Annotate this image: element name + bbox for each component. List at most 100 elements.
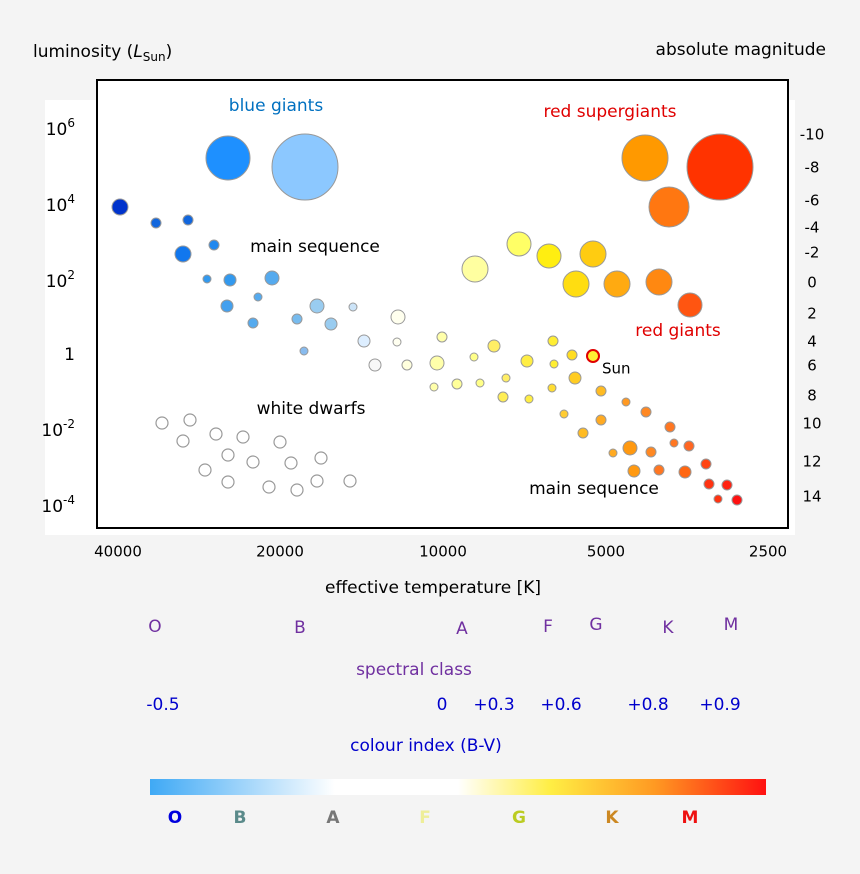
tick-base: 10 — [46, 272, 68, 292]
white-dwarf — [284, 456, 298, 470]
white-dwarf — [176, 434, 190, 448]
right-tick-label: 12 — [802, 453, 821, 471]
star — [579, 240, 607, 268]
right-tick-label: -4 — [805, 219, 820, 237]
spectral-class: A — [456, 619, 468, 639]
white-dwarf — [221, 448, 235, 462]
gradient-letter: F — [419, 808, 431, 828]
region-label: Sun — [602, 360, 631, 378]
star — [348, 302, 358, 312]
star — [469, 352, 479, 362]
right-tick-label: 2 — [807, 305, 817, 323]
y-tick-label: 10-4 — [41, 493, 75, 518]
star — [664, 421, 676, 433]
tick-base: 1 — [64, 345, 75, 365]
gradient-letter: K — [605, 808, 619, 828]
star — [700, 458, 712, 470]
star — [577, 427, 589, 439]
x-tick-label: 2500 — [749, 543, 787, 561]
x-tick-label: 10000 — [419, 543, 467, 561]
spectral-class: B — [294, 618, 306, 638]
star — [549, 359, 559, 369]
white-dwarf — [273, 435, 287, 449]
star — [182, 214, 194, 226]
star — [111, 198, 129, 216]
right-tick-label: -2 — [805, 244, 820, 262]
star — [536, 243, 562, 269]
spectral-class: G — [589, 615, 602, 635]
star — [497, 391, 509, 403]
star — [524, 394, 534, 404]
region-label: white dwarfs — [257, 399, 366, 419]
star — [559, 409, 569, 419]
white-dwarf — [314, 451, 328, 465]
spectral-class: O — [148, 617, 161, 637]
right-tick-label: 4 — [807, 333, 817, 351]
star — [608, 448, 618, 458]
star — [264, 270, 280, 286]
gradient-letter: G — [512, 808, 526, 828]
right-tick-label: -10 — [800, 126, 825, 144]
star — [621, 134, 669, 182]
star — [461, 255, 489, 283]
region-label: main sequence — [529, 479, 659, 499]
right-tick-label: 8 — [807, 387, 817, 405]
star — [703, 478, 715, 490]
region-label: blue giants — [229, 96, 324, 116]
region-label: red supergiants — [543, 102, 676, 122]
star — [150, 217, 162, 229]
star — [205, 135, 251, 181]
star — [603, 270, 631, 298]
star — [291, 313, 303, 325]
star — [429, 382, 439, 392]
region-label: red giants — [635, 321, 721, 341]
star — [309, 298, 325, 314]
star — [390, 309, 406, 325]
tick-exponent: 4 — [67, 192, 75, 206]
star — [451, 378, 463, 390]
white-dwarf — [310, 474, 324, 488]
white-dwarf — [221, 475, 235, 489]
star — [566, 349, 578, 361]
star — [223, 273, 237, 287]
star — [731, 494, 743, 506]
star — [683, 440, 695, 452]
star — [220, 299, 234, 313]
x-tick-label: 20000 — [256, 543, 304, 561]
gradient-letter: A — [326, 808, 340, 828]
star — [547, 383, 557, 393]
sun-marker — [586, 349, 600, 363]
colour-index: +0.3 — [473, 695, 514, 715]
tick-base: 10 — [46, 196, 68, 216]
right-tick-label: 0 — [807, 274, 817, 292]
x-tick-label: 40000 — [94, 543, 142, 561]
star — [436, 331, 448, 343]
star — [669, 438, 679, 448]
white-dwarf — [246, 455, 260, 469]
star — [401, 359, 413, 371]
colour-gradient — [150, 779, 766, 795]
star — [247, 317, 259, 329]
star — [621, 397, 631, 407]
y-tick-label: 104 — [46, 192, 75, 217]
right-tick-label: 6 — [807, 357, 817, 375]
colour-index: +0.8 — [627, 695, 668, 715]
star — [645, 268, 673, 296]
star — [487, 339, 501, 353]
star — [627, 464, 641, 478]
tick-base: 10 — [41, 421, 63, 441]
tick-base: 10 — [41, 497, 63, 517]
gradient-letter: M — [682, 808, 699, 828]
star — [174, 245, 192, 263]
y-axis-title: luminosity (LSun) — [33, 42, 172, 64]
star — [429, 355, 445, 371]
star — [547, 335, 559, 347]
spectral-class-title: spectral class — [356, 660, 472, 680]
white-dwarf — [262, 480, 276, 494]
colour-index: -0.5 — [146, 695, 179, 715]
tick-exponent: -2 — [63, 417, 75, 431]
y-tick-label: 102 — [46, 268, 75, 293]
star — [568, 371, 582, 385]
y-tick-label: 10-2 — [41, 417, 75, 442]
right-tick-label: -8 — [805, 159, 820, 177]
